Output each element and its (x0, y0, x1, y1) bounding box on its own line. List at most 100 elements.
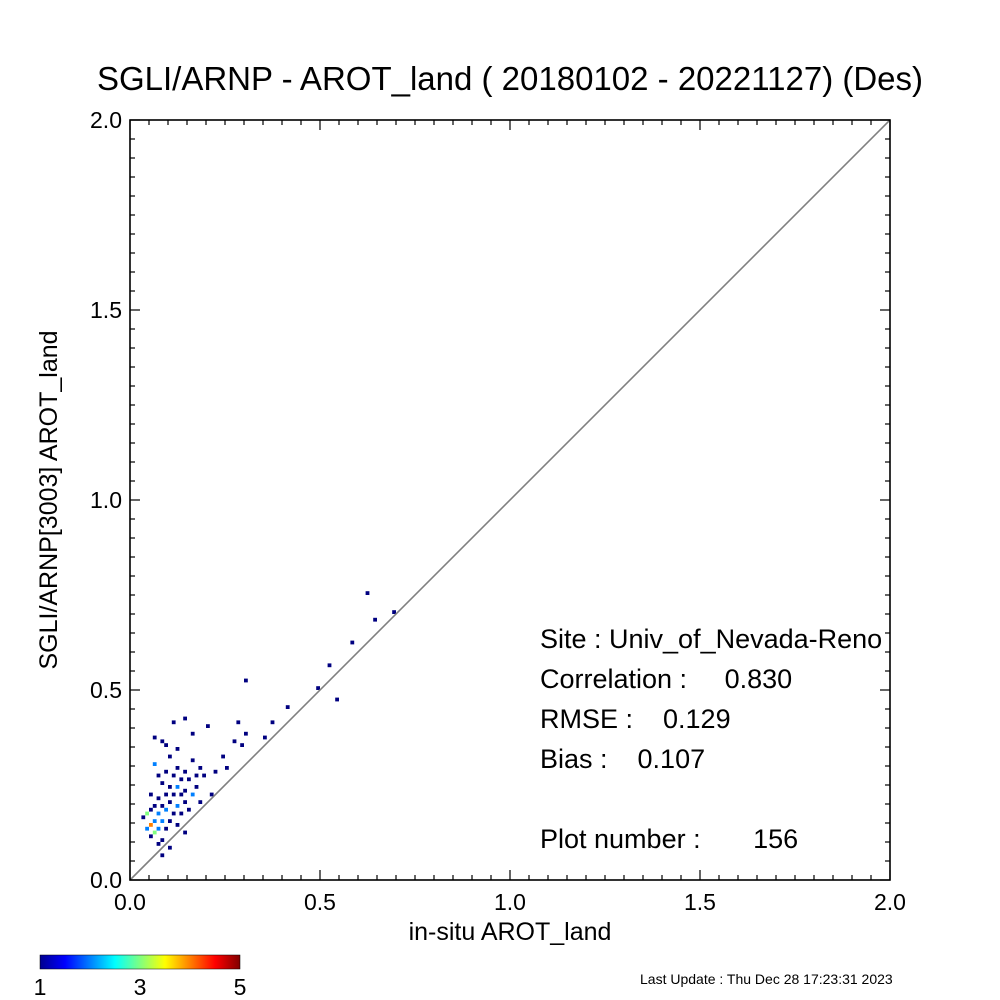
density-cell (156, 811, 161, 816)
density-cell (160, 853, 165, 858)
density-cell (175, 785, 180, 789)
density-cell (365, 591, 370, 595)
colorbar-gradient (39, 954, 241, 970)
density-cell (183, 769, 187, 774)
density-cell (206, 724, 210, 728)
density-cell (149, 834, 153, 839)
density-cells (141, 591, 396, 858)
density-cell (145, 826, 149, 831)
density-cell (221, 754, 225, 759)
density-cell (168, 800, 172, 804)
y-axis-label: SGLI/ARNP[3003] AROT_land (35, 330, 63, 669)
density-cell (225, 766, 229, 770)
density-cell (236, 720, 241, 725)
density-cell (327, 663, 332, 668)
density-cell (198, 766, 203, 770)
colorbar: 1 3 5 (34, 954, 247, 1000)
density-cell (175, 747, 180, 751)
density-cell (183, 830, 187, 835)
y-tick-labels: 0.0 0.5 1.0 1.5 2.0 (90, 107, 122, 893)
density-cell (168, 754, 172, 759)
density-cell (160, 838, 165, 842)
density-cell (160, 781, 165, 785)
density-cell (373, 617, 377, 622)
density-cell (168, 845, 172, 850)
density-cell (141, 815, 146, 820)
density-cell (183, 788, 187, 793)
x-tick-label: 1.5 (684, 889, 716, 915)
colorbar-tick-label: 3 (134, 974, 147, 1000)
one-to-one-line (129, 119, 891, 881)
density-cell (152, 830, 157, 835)
chart-title: SGLI/ARNP - AROT_land ( 20180102 - 20221… (97, 60, 923, 97)
density-cell (164, 769, 168, 774)
axis-ticks (129, 119, 891, 881)
y-tick-label: 2.0 (90, 107, 122, 133)
density-cell (171, 811, 176, 816)
density-cell (350, 640, 355, 645)
density-cell (164, 826, 168, 831)
density-cell (149, 823, 153, 827)
density-cell (171, 773, 176, 778)
density-cell (190, 792, 195, 797)
density-cell (175, 804, 180, 808)
colorbar-tick-labels: 1 3 5 (34, 974, 247, 1000)
density-cell (156, 796, 161, 801)
density-cell (392, 610, 396, 614)
stats-box: Site : Univ_of_Nevada-Reno Correlation :… (540, 624, 882, 854)
density-cell (156, 826, 161, 831)
density-cell (175, 766, 180, 770)
x-tick-label: 2.0 (874, 889, 906, 915)
density-cell (160, 819, 165, 823)
stat-plot-number: Plot number : 156 (540, 824, 798, 854)
density-cell (190, 758, 195, 763)
stat-site: Site : Univ_of_Nevada-Reno (540, 624, 882, 654)
density-cell (152, 735, 157, 740)
density-cell (152, 762, 157, 766)
colorbar-tick-label: 5 (234, 974, 247, 1000)
density-cell (183, 716, 187, 721)
density-cell (187, 807, 191, 812)
density-cell (164, 743, 168, 747)
density-cell (263, 735, 267, 740)
density-cell (209, 792, 214, 797)
colorbar-tick-label: 1 (34, 974, 47, 1000)
density-cell (152, 804, 157, 808)
density-cell (285, 705, 290, 709)
density-cell (149, 807, 153, 812)
density-cell (270, 720, 275, 725)
x-tick-label: 1.0 (494, 889, 526, 915)
density-cell (179, 792, 184, 797)
y-tick-label: 0.5 (90, 677, 122, 703)
density-cell (168, 819, 172, 823)
density-cell (160, 739, 165, 744)
stat-correlation: Correlation : 0.830 (540, 664, 792, 694)
density-cell (240, 743, 244, 747)
density-cell (149, 792, 153, 797)
last-update: Last Update : Thu Dec 28 17:23:31 2023 (640, 971, 893, 987)
x-axis-label: in-situ AROT_land (409, 918, 612, 946)
density-cell (190, 731, 195, 736)
density-cell (171, 720, 176, 725)
density-cell (244, 731, 248, 736)
density-cell (145, 811, 149, 816)
y-tick-label: 1.5 (90, 297, 122, 323)
x-tick-label: 0.5 (304, 889, 336, 915)
density-cell (156, 773, 161, 778)
x-tick-labels: 0.0 0.5 1.0 1.5 2.0 (114, 889, 906, 915)
density-cell (183, 800, 187, 804)
density-cell (198, 800, 203, 804)
density-cell (164, 807, 168, 812)
y-tick-label: 1.0 (90, 487, 122, 513)
density-cell (232, 739, 237, 744)
density-cell (187, 777, 191, 782)
stat-rmse: RMSE : 0.129 (540, 704, 731, 734)
density-cell (213, 769, 218, 774)
density-cell (179, 811, 184, 816)
x-tick-label: 0.0 (114, 889, 146, 915)
density-cell (164, 792, 168, 797)
y-tick-label: 0.0 (90, 867, 122, 893)
density-cell (179, 777, 184, 782)
density-cell (335, 697, 339, 702)
